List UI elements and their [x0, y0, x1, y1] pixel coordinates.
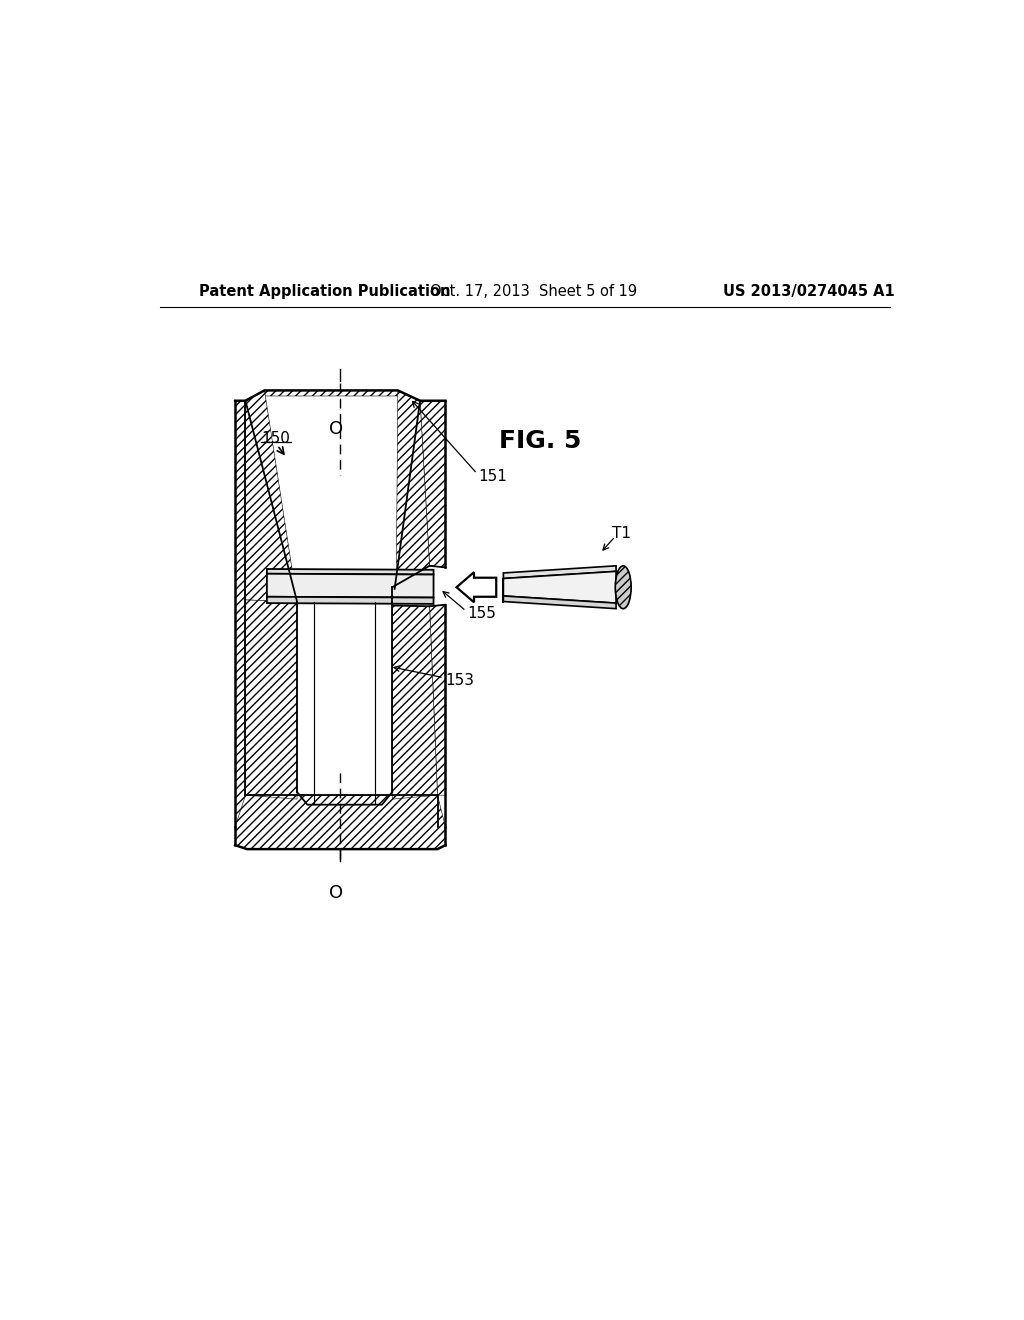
- Polygon shape: [504, 566, 616, 578]
- Polygon shape: [504, 572, 616, 603]
- Polygon shape: [267, 569, 433, 574]
- Text: O: O: [329, 884, 343, 902]
- Text: 153: 153: [445, 673, 474, 688]
- Polygon shape: [392, 606, 437, 799]
- Polygon shape: [246, 599, 297, 799]
- Polygon shape: [246, 391, 420, 407]
- Polygon shape: [236, 795, 445, 849]
- Polygon shape: [420, 401, 445, 568]
- Polygon shape: [430, 605, 445, 795]
- Text: O: O: [329, 420, 343, 437]
- Text: 150: 150: [261, 432, 290, 446]
- FancyArrow shape: [457, 572, 497, 602]
- Text: 151: 151: [479, 469, 508, 483]
- Polygon shape: [267, 597, 433, 605]
- Text: Oct. 17, 2013  Sheet 5 of 19: Oct. 17, 2013 Sheet 5 of 19: [430, 284, 637, 300]
- Text: FIG. 5: FIG. 5: [500, 429, 582, 453]
- Polygon shape: [396, 391, 430, 587]
- Polygon shape: [504, 595, 616, 609]
- Text: US 2013/0274045 A1: US 2013/0274045 A1: [723, 284, 895, 300]
- Polygon shape: [246, 391, 297, 602]
- Text: 155: 155: [468, 606, 497, 620]
- Text: T1: T1: [612, 525, 631, 541]
- Ellipse shape: [615, 566, 631, 609]
- Polygon shape: [267, 574, 433, 598]
- Polygon shape: [236, 401, 246, 826]
- Text: Patent Application Publication: Patent Application Publication: [200, 284, 451, 300]
